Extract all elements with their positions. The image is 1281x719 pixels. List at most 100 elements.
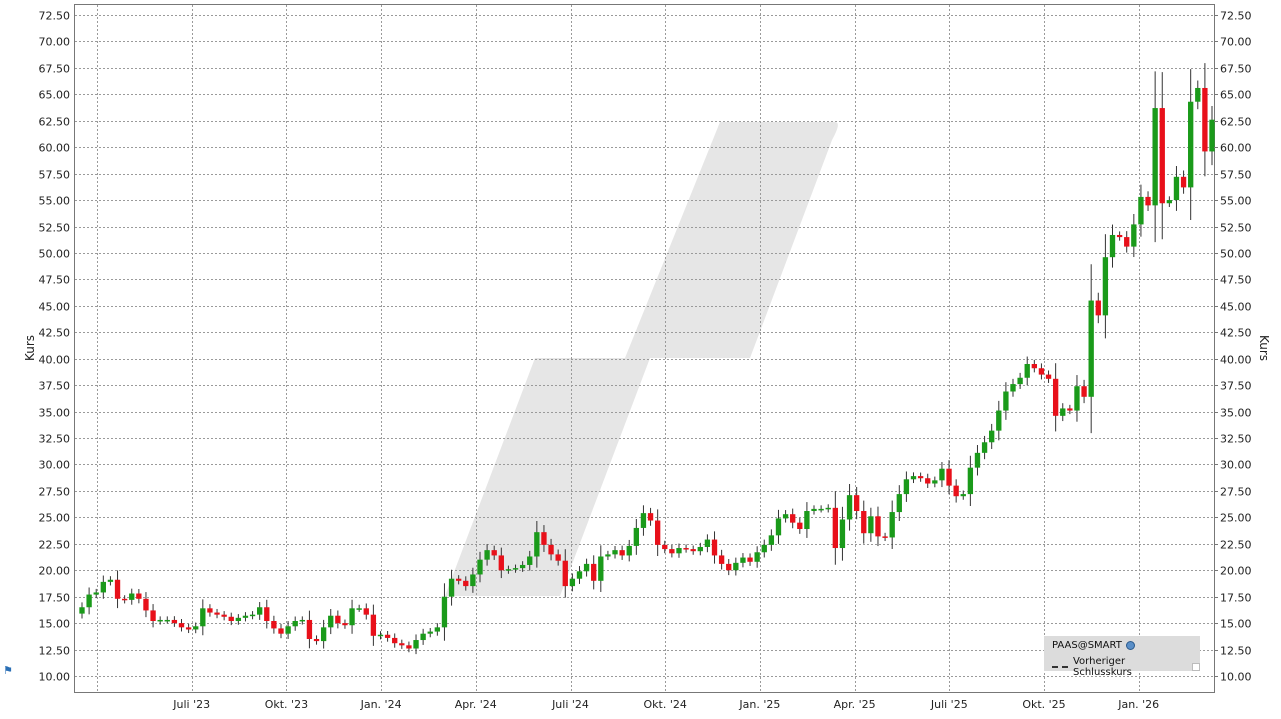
candle-body (519, 564, 526, 569)
candle-body (939, 468, 945, 481)
candle (363, 603, 369, 620)
candle-body (434, 627, 441, 632)
candle-body (1010, 384, 1016, 392)
y-axis-left-title: Kurs (23, 335, 37, 361)
y-tick-right: 12.50 (1220, 645, 1252, 658)
candle-body (569, 578, 576, 587)
candle (249, 611, 256, 620)
globe-icon[interactable] (1125, 641, 1135, 650)
candle-body (463, 580, 469, 587)
candle-body (477, 559, 483, 575)
x-axis-ticks: Juli '23 Okt. '23 Jan. '24 Apr. '24 Juli '24… (172, 698, 1159, 711)
candle-body (946, 468, 952, 486)
candle (1116, 231, 1123, 241)
candle (285, 621, 291, 639)
candle-body (967, 467, 974, 495)
legend: PAAS@SMART Vorheriger Schlusskurs (1044, 636, 1201, 678)
y-tick-left: 32.50 (39, 433, 71, 446)
candle-body (164, 619, 170, 622)
candle-body (1180, 176, 1187, 188)
candle (797, 517, 803, 534)
candle (690, 545, 696, 555)
x-tick: Juli '24 (551, 698, 589, 711)
y-axis-left-ticks: 10.00 12.50 15.00 17.50 20.00 22.50 25.00 27.50… (39, 10, 71, 684)
candle-body (591, 563, 597, 581)
candle (711, 531, 718, 564)
candle-body (534, 532, 540, 557)
y-tick-right: 50.00 (1220, 248, 1252, 261)
y-tick-left: 57.50 (39, 169, 71, 182)
candle-body (313, 638, 320, 642)
candle-body (853, 495, 860, 512)
y-tick-left: 50.00 (39, 248, 71, 261)
candle-body (420, 633, 426, 641)
candle (1074, 375, 1080, 422)
candle (292, 616, 298, 631)
y-tick-left: 27.50 (39, 486, 71, 499)
candle-body (242, 615, 249, 618)
candle (456, 575, 462, 585)
candle-body (335, 615, 341, 624)
y-tick-right: 47.50 (1220, 274, 1252, 287)
candle (953, 479, 959, 503)
candle (1102, 234, 1109, 339)
candle-body (1074, 386, 1080, 411)
candle (1188, 69, 1194, 221)
candle-body (1095, 300, 1101, 316)
candle (925, 473, 931, 489)
candle-body (996, 410, 1002, 431)
y-tick-left: 17.50 (39, 592, 71, 605)
candle-body (619, 550, 625, 556)
candle-body (605, 554, 611, 557)
candle-body (676, 548, 682, 554)
candle-body (683, 548, 689, 550)
candle (86, 587, 92, 615)
candle-body (633, 527, 640, 546)
candle-body (875, 516, 881, 537)
candle (463, 576, 469, 591)
candle (264, 599, 270, 629)
tool-icon[interactable]: ⚑ (3, 664, 13, 677)
candle (413, 634, 419, 655)
y-tick-right: 27.50 (1220, 486, 1252, 499)
candle (939, 461, 945, 488)
candle (733, 557, 739, 576)
x-tick: Apr. '25 (834, 698, 876, 711)
candle-body (1088, 300, 1094, 397)
candle-body (662, 544, 668, 550)
candle (519, 561, 526, 572)
candle-body (910, 476, 917, 480)
candle (370, 604, 377, 646)
candle-body (143, 598, 149, 611)
candle (349, 599, 355, 634)
candle (740, 553, 746, 568)
candle-body (932, 480, 938, 484)
x-tick: Jan. '26 (1117, 698, 1159, 711)
y-tick-left: 15.00 (39, 618, 71, 631)
candle (875, 506, 881, 547)
candle-body (647, 513, 654, 521)
x-tick: Juli '25 (930, 698, 968, 711)
candle (143, 592, 149, 618)
candle-body (157, 619, 163, 622)
candle (448, 569, 455, 606)
candle (534, 521, 540, 568)
candle (917, 472, 924, 482)
candle (178, 618, 185, 632)
candle-body (811, 508, 817, 512)
candle-body (264, 607, 270, 622)
candle-body (456, 578, 462, 581)
candle-body (1003, 391, 1009, 411)
candle-body (271, 621, 277, 629)
checkbox-icon[interactable] (1192, 663, 1201, 671)
candle (299, 616, 305, 625)
y-tick-left: 25.00 (39, 512, 71, 525)
candle-body (498, 555, 504, 571)
candle-body (178, 623, 185, 628)
candle-body (583, 563, 590, 572)
y-tick-left: 55.00 (39, 195, 71, 208)
candle (882, 532, 888, 542)
candle-body (768, 535, 775, 545)
candle-body (235, 617, 242, 622)
